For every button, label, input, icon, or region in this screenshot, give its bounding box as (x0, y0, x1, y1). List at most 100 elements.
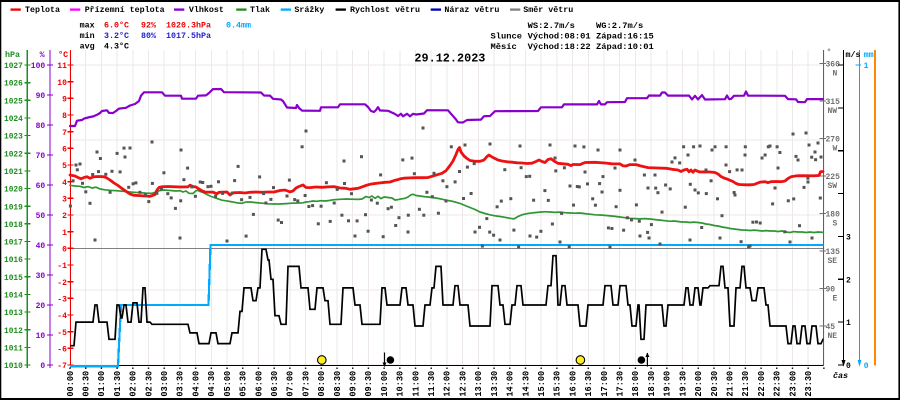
svg-text:21:30: 21:30 (741, 371, 751, 397)
svg-text:90: 90 (36, 91, 46, 101)
svg-text:4.3°C: 4.3°C (104, 41, 129, 51)
svg-text:01:00: 01:00 (97, 371, 107, 397)
svg-text:Směr větru: Směr větru (523, 5, 573, 15)
svg-text:17:00: 17:00 (600, 371, 610, 397)
svg-text:1020: 1020 (4, 185, 23, 195)
svg-text:03:30: 03:30 (176, 371, 186, 397)
svg-text:Tlak: Tlak (250, 5, 270, 15)
svg-text:-7: -7 (57, 361, 67, 371)
svg-text:NW: NW (828, 106, 839, 116)
svg-text:07:00: 07:00 (286, 371, 296, 397)
svg-text:20:00: 20:00 (694, 371, 704, 397)
svg-text:7: 7 (62, 128, 67, 138)
svg-text:12:30: 12:30 (458, 371, 468, 397)
svg-text:0: 0 (846, 361, 851, 371)
svg-text:10: 10 (36, 331, 46, 341)
svg-text:00:30: 00:30 (82, 371, 92, 397)
svg-text:Náraz větru: Náraz větru (444, 5, 499, 15)
svg-text:S: S (833, 219, 838, 229)
svg-text:E: E (833, 294, 838, 304)
svg-text:00:00: 00:00 (66, 371, 76, 397)
svg-text:16:00: 16:00 (568, 371, 578, 397)
svg-text:W: W (833, 144, 839, 154)
svg-text:14:30: 14:30 (521, 371, 531, 397)
svg-text:1013: 1013 (4, 308, 23, 318)
svg-text:1017.5hPa: 1017.5hPa (166, 31, 211, 41)
svg-text:°C: °C (58, 50, 68, 60)
svg-text:13:30: 13:30 (490, 371, 500, 397)
svg-text:3.2°C: 3.2°C (104, 31, 129, 41)
svg-text:315: 315 (826, 97, 840, 107)
svg-text:21:00: 21:00 (725, 371, 735, 397)
svg-text:30: 30 (36, 271, 46, 281)
svg-text:08:00: 08:00 (317, 371, 327, 397)
svg-text:1023: 1023 (4, 132, 23, 142)
svg-text:19:00: 19:00 (663, 371, 673, 397)
svg-text:0: 0 (864, 361, 869, 371)
svg-text:Vlhkost: Vlhkost (189, 5, 224, 15)
svg-text:3: 3 (846, 233, 851, 243)
svg-text:80: 80 (36, 121, 46, 131)
svg-text:-5: -5 (57, 328, 67, 338)
svg-text:1019: 1019 (4, 202, 23, 212)
svg-text:225: 225 (826, 172, 840, 182)
svg-text:92%: 92% (141, 21, 157, 31)
svg-text:360: 360 (826, 60, 840, 70)
svg-text:0: 0 (40, 361, 45, 371)
svg-text:NE: NE (828, 331, 838, 341)
svg-text:%: % (40, 50, 46, 60)
svg-text:1020.3hPa: 1020.3hPa (166, 21, 211, 31)
svg-text:1022: 1022 (4, 149, 23, 159)
svg-text:-3: -3 (57, 294, 67, 304)
svg-text:1026: 1026 (4, 79, 23, 89)
svg-text:07:30: 07:30 (301, 371, 311, 397)
svg-text:12:00: 12:00 (443, 371, 453, 397)
svg-text:11: 11 (57, 61, 67, 71)
svg-text:08:30: 08:30 (333, 371, 343, 397)
svg-text:1: 1 (62, 228, 67, 238)
svg-text:180: 180 (826, 210, 840, 220)
svg-text:Přízemní teplota: Přízemní teplota (85, 5, 165, 15)
svg-text:19:30: 19:30 (678, 371, 688, 397)
svg-text:1021: 1021 (4, 167, 23, 177)
svg-text:1010: 1010 (4, 361, 23, 371)
svg-text:23:00: 23:00 (788, 371, 798, 397)
svg-text:20: 20 (36, 301, 46, 311)
svg-text:20:30: 20:30 (710, 371, 720, 397)
svg-text:01:30: 01:30 (113, 371, 123, 397)
svg-text:11:00: 11:00 (411, 371, 421, 397)
svg-text:mm: mm (864, 50, 874, 60)
svg-text:13:00: 13:00 (474, 371, 484, 397)
svg-text:°: ° (827, 48, 832, 57)
svg-text:04:30: 04:30 (207, 371, 217, 397)
svg-text:1: 1 (864, 61, 869, 71)
svg-text:SE: SE (828, 256, 838, 266)
svg-text:1018: 1018 (4, 220, 23, 230)
svg-text:17:30: 17:30 (616, 371, 626, 397)
svg-text:2: 2 (62, 211, 67, 221)
svg-text:1017: 1017 (4, 238, 23, 248)
svg-text:max: max (80, 21, 95, 31)
svg-text:Západ:10:01: Západ:10:01 (596, 42, 654, 52)
svg-text:09:30: 09:30 (364, 371, 374, 397)
svg-text:hPa: hPa (5, 50, 20, 60)
svg-text:05:30: 05:30 (239, 371, 249, 397)
svg-text:Západ:16:15: Západ:16:15 (596, 31, 654, 41)
svg-text:WS:2.7m/s: WS:2.7m/s (528, 21, 575, 31)
svg-text:8: 8 (62, 111, 67, 121)
svg-text:Měsíc: Měsíc (491, 42, 517, 52)
svg-text:0.4mm: 0.4mm (226, 21, 251, 31)
svg-text:čas: čas (833, 371, 848, 381)
svg-text:04:00: 04:00 (191, 371, 201, 397)
svg-text:1: 1 (846, 318, 851, 328)
svg-text:5: 5 (62, 161, 67, 171)
svg-text:50: 50 (36, 211, 46, 221)
svg-text:1014: 1014 (4, 291, 23, 301)
svg-text:270: 270 (826, 135, 840, 145)
svg-text:15:00: 15:00 (537, 371, 547, 397)
svg-text:29.12.2023: 29.12.2023 (414, 51, 485, 65)
svg-text:40: 40 (36, 241, 46, 251)
svg-text:6: 6 (62, 144, 67, 154)
svg-text:03:00: 03:00 (160, 371, 170, 397)
svg-text:3: 3 (62, 194, 67, 204)
